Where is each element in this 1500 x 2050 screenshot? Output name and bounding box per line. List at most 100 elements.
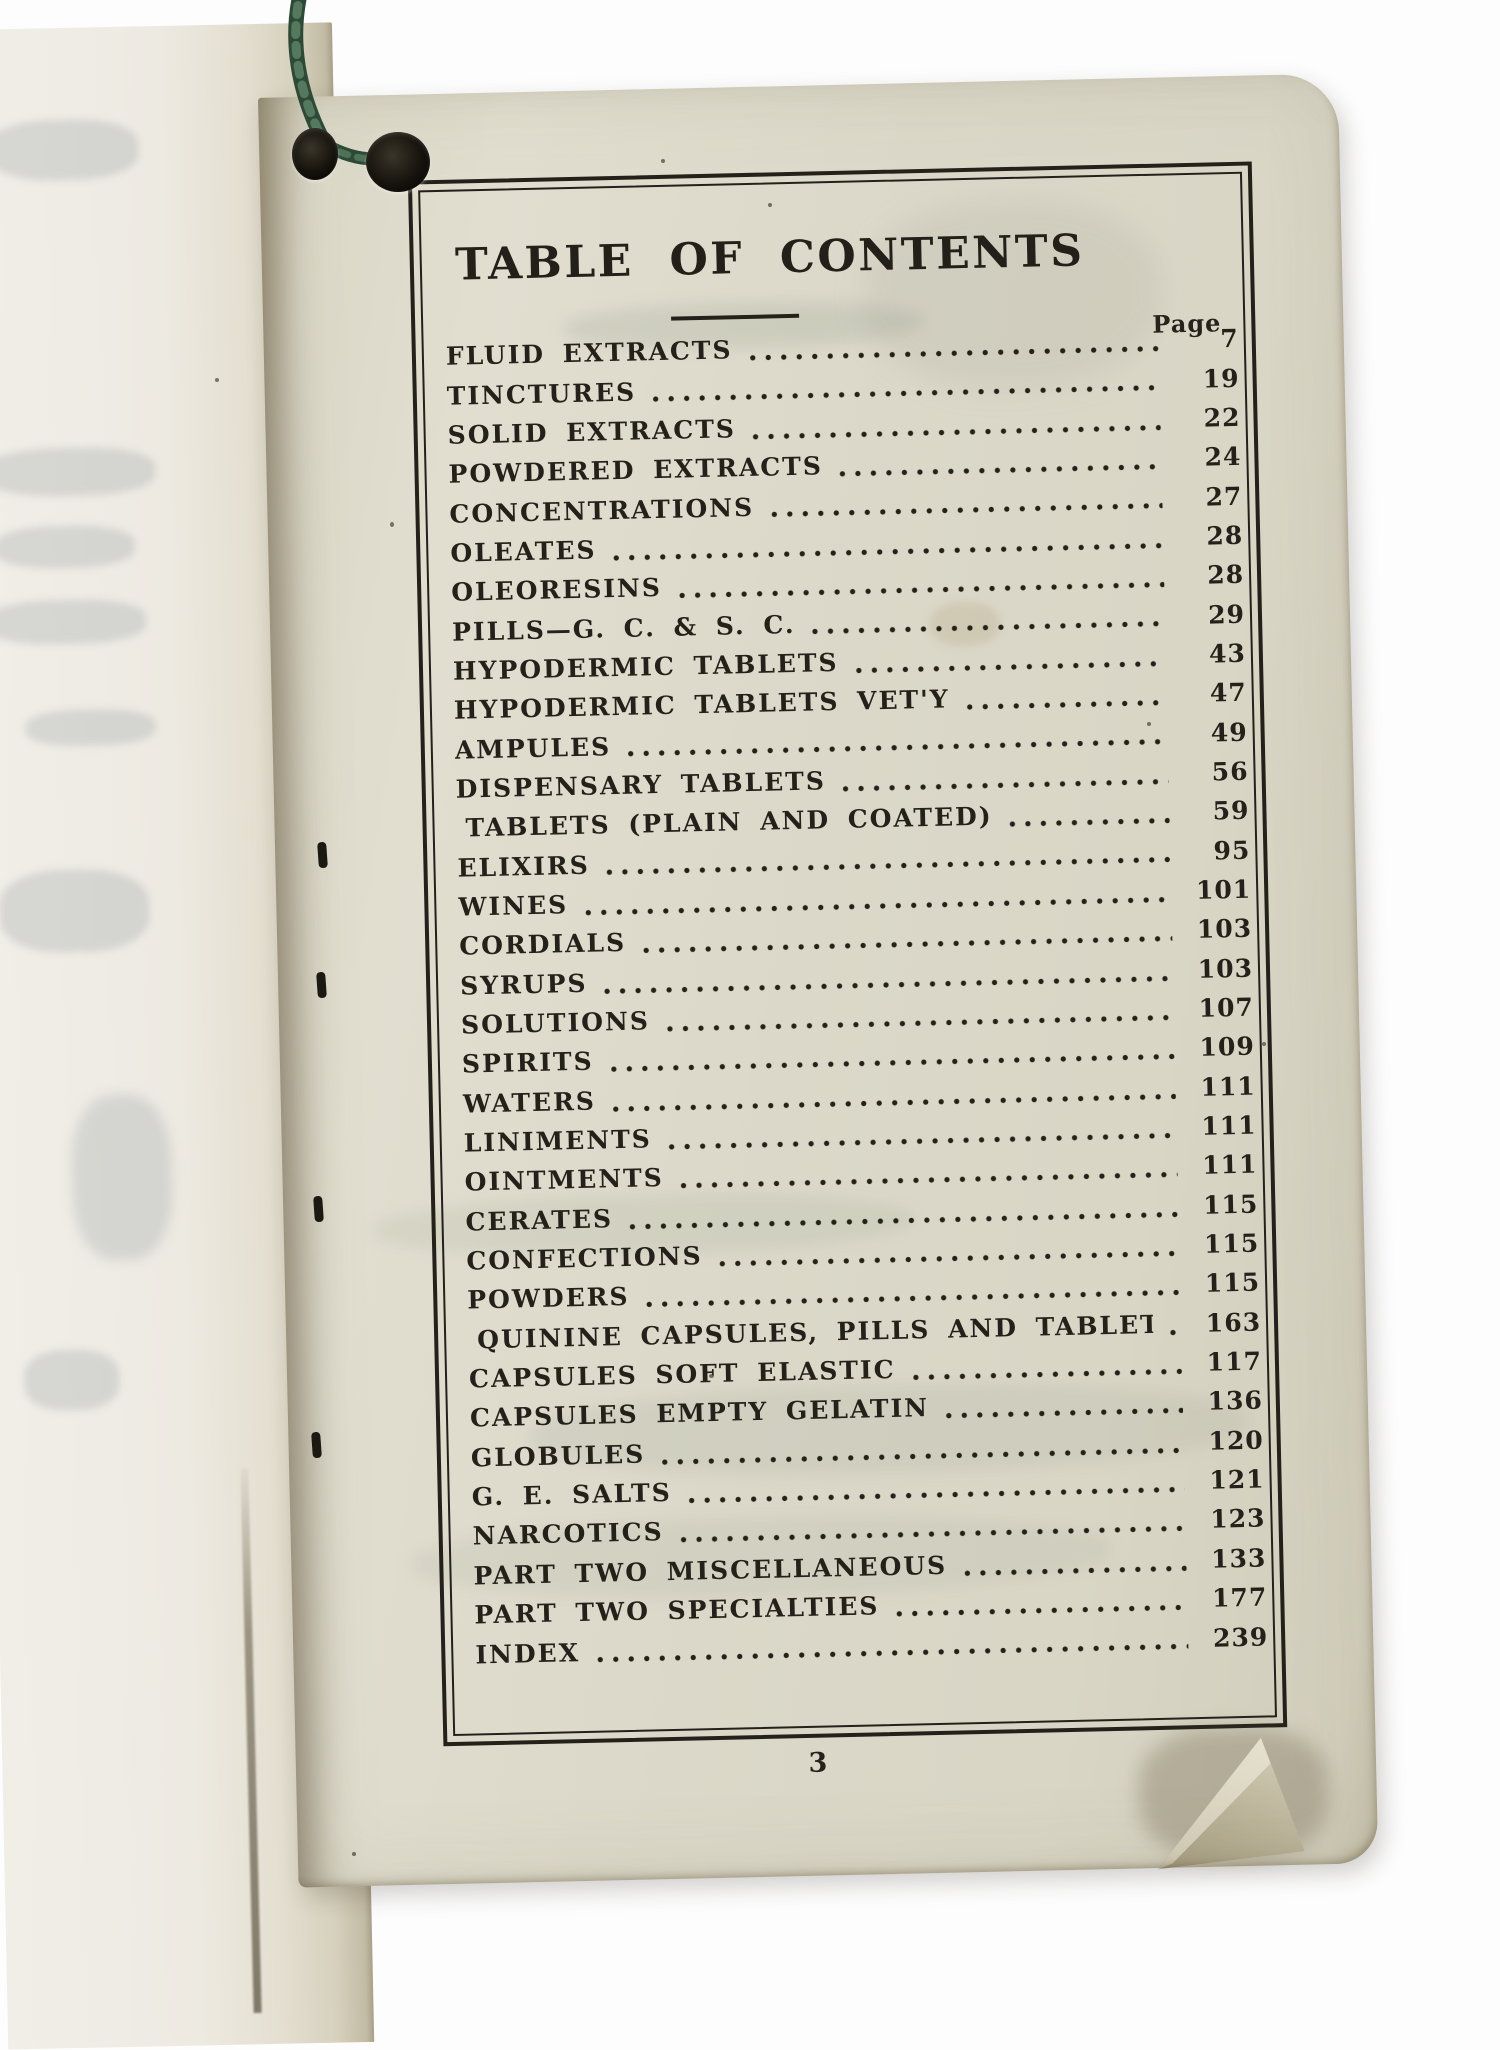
toc-entry-label: CAPSULES SOFT ELASTIC xyxy=(468,1354,896,1394)
toc-entry-list: FLUID EXTRACTS 7 TINCTURES 19 SOLID EXTR… xyxy=(445,319,1268,1674)
toc-entry-page-number: 163 xyxy=(1205,1307,1262,1338)
toc-entry-label: SOLUTIONS xyxy=(460,1006,651,1040)
toc-entry-page-number: 133 xyxy=(1210,1543,1267,1574)
toc-entry-page-number: 136 xyxy=(1207,1385,1264,1417)
toc-entry-page-number: 22 xyxy=(1203,402,1241,433)
toc-entry-label: TINCTURES xyxy=(446,377,637,411)
toc-entry-label: CONCENTRATIONS xyxy=(449,492,755,529)
toc-entry-label: POWDERS xyxy=(467,1282,630,1315)
toc-entry-label: OLEORESINS xyxy=(450,573,663,607)
toc-entry-page-number: 49 xyxy=(1210,717,1248,748)
show-through-text xyxy=(70,1093,174,1262)
dust-speck xyxy=(709,1374,714,1378)
toc-entry-page-number: 43 xyxy=(1208,638,1247,669)
toc-entry-label: GLOBULES xyxy=(470,1439,646,1473)
toc-entry-label: HYPODERMIC TABLETS VET'Y xyxy=(453,684,950,725)
toc-entry-label: ELIXIRS xyxy=(457,850,591,883)
toc-entry-page-number: 59 xyxy=(1212,795,1250,826)
toc-entry-page-number: 111 xyxy=(1200,1071,1256,1102)
toc-entry-page-number: 27 xyxy=(1205,481,1243,512)
toc-entry-label: WINES xyxy=(458,890,569,922)
binding-stitch xyxy=(311,1431,322,1459)
toc-entry-label: AMPULES xyxy=(454,731,612,765)
toc-entry-page-number: 111 xyxy=(1201,1110,1257,1141)
binding-stitch xyxy=(316,971,327,999)
toc-entry-label: POWDERED EXTRACTS xyxy=(448,451,824,489)
toc-entry-label: SOLID EXTRACTS xyxy=(447,414,737,450)
toc-entry-page-number: 115 xyxy=(1202,1189,1259,1220)
dust-speck xyxy=(390,522,394,527)
toc-entry-page-number: 103 xyxy=(1197,953,1254,984)
printed-content: TABLE OF CONTENTS Page FLUID EXTRACTS 7 … xyxy=(408,161,1287,1779)
toc-entry-label: OLEATES xyxy=(450,535,597,568)
leader-dots xyxy=(1164,1303,1185,1344)
toc-entry-label: SYRUPS xyxy=(459,968,588,1001)
toc-entry-label: CAPSULES EMPTY GELATIN xyxy=(469,1393,930,1433)
leader-dots xyxy=(1004,792,1170,836)
toc-entry-page-number: 109 xyxy=(1199,1031,1256,1063)
toc-entry-page-number: 7 xyxy=(1219,323,1240,354)
leader-dots xyxy=(958,1539,1187,1585)
leader-dots xyxy=(940,1382,1184,1428)
show-through-text xyxy=(0,868,151,954)
toc-entry-page-number: 239 xyxy=(1212,1621,1269,1653)
toc-entry-page-number: 28 xyxy=(1206,559,1245,590)
binding-stitch xyxy=(313,1195,324,1223)
toc-entry-label: CERATES xyxy=(465,1203,614,1237)
dust-speck xyxy=(768,203,772,207)
toc-entry-page-number: 103 xyxy=(1196,913,1253,945)
toc-entry-label: PART TWO MISCELLANEOUS xyxy=(473,1550,948,1591)
folio-page-number: 3 xyxy=(808,1747,828,1779)
leader-dots xyxy=(907,1343,1183,1389)
toc-entry-label: CORDIALS xyxy=(458,928,627,961)
toc-entry-page-number: 95 xyxy=(1213,835,1251,866)
show-through-text xyxy=(0,598,147,646)
toc-entry-page-number: 120 xyxy=(1208,1425,1265,1456)
show-through-text xyxy=(0,118,140,182)
toc-entry-page-number: 24 xyxy=(1204,441,1242,472)
toc-entry-page-number: 115 xyxy=(1203,1228,1260,1259)
toc-entry-label: OINTMENTS xyxy=(464,1163,665,1197)
toc-entry-page-number: 29 xyxy=(1207,599,1246,630)
toc-entry-label: PILLS—G. C. & S. C. xyxy=(451,609,796,647)
toc-entry-page-number: 19 xyxy=(1202,363,1240,394)
toc-entry-page-number: 177 xyxy=(1211,1582,1268,1613)
punched-hole xyxy=(292,128,338,180)
toc-entry-page-number: 47 xyxy=(1209,677,1248,708)
page-title: TABLE OF CONTENTS xyxy=(454,225,1085,291)
show-through-text xyxy=(0,446,156,498)
toc-entry-page-number: 101 xyxy=(1195,874,1252,905)
toc-entry-page-number: 56 xyxy=(1211,756,1249,787)
dust-speck xyxy=(1147,722,1151,726)
toc-entry-label: HYPODERMIC TABLETS xyxy=(452,647,839,686)
toc-entry-page-number: 123 xyxy=(1209,1503,1266,1535)
toc-entry-page-number: 111 xyxy=(1201,1149,1258,1181)
toc-entry-page-number: 28 xyxy=(1206,520,1244,551)
show-through-text xyxy=(25,708,156,747)
dust-speck xyxy=(1262,1042,1266,1046)
toc-entry-label: NARCOTICS xyxy=(472,1517,664,1551)
toc-entry-label: G. E. SALTS xyxy=(471,1478,673,1512)
toc-entry-page-number: 117 xyxy=(1206,1346,1263,1377)
show-through-text xyxy=(23,1349,120,1412)
toc-entry-label: CONFECTIONS xyxy=(466,1241,703,1276)
leader-dots xyxy=(890,1579,1188,1626)
toc-entry-label: INDEX xyxy=(475,1637,581,1669)
toc-entry-page-number: 115 xyxy=(1204,1267,1261,1299)
toc-entry-label: WATERS xyxy=(462,1086,597,1119)
toc-entry-page-number: 107 xyxy=(1198,992,1255,1023)
toc-entry-label: SPIRITS xyxy=(461,1046,594,1079)
show-through-text xyxy=(0,524,136,570)
toc-entry-label: DISPENSARY TABLETS xyxy=(455,766,827,804)
title-rule xyxy=(671,313,800,321)
leader-dots xyxy=(961,674,1168,719)
table-of-contents-page: TABLE OF CONTENTS Page FLUID EXTRACTS 7 … xyxy=(258,73,1379,1888)
punched-hole xyxy=(366,132,430,192)
toc-entry-label: FLUID EXTRACTS xyxy=(445,335,733,371)
toc-entry-label: PART TWO SPECIALTIES xyxy=(474,1591,880,1630)
tie-cord xyxy=(288,0,405,166)
dust-speck xyxy=(352,1852,356,1856)
dust-speck xyxy=(661,159,665,163)
toc-entry-label: LINIMENTS xyxy=(463,1124,653,1158)
dust-speck xyxy=(215,378,219,382)
